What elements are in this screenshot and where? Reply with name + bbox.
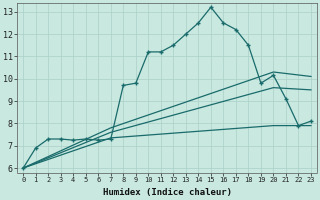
X-axis label: Humidex (Indice chaleur): Humidex (Indice chaleur): [103, 188, 232, 197]
